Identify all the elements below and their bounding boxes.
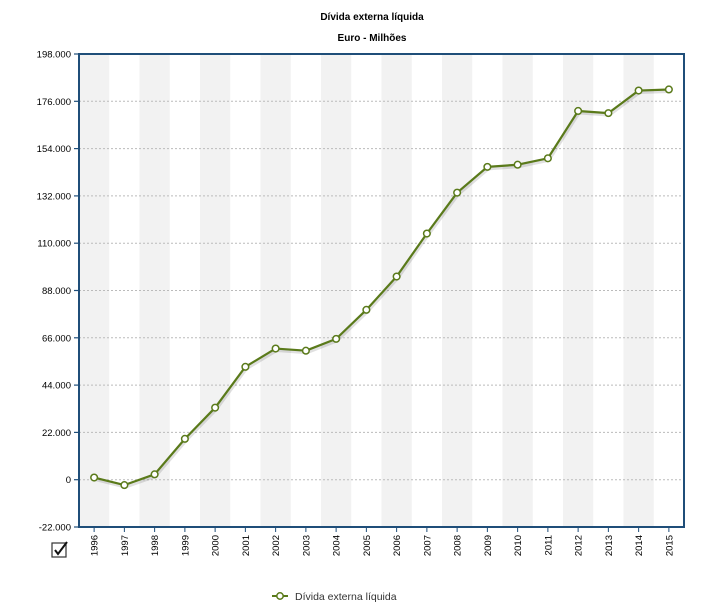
data-point <box>664 85 673 94</box>
y-tick-label: 132.000 <box>37 191 71 202</box>
plot-frame <box>78 53 685 528</box>
legend-label: Dívida externa líquida <box>295 591 397 603</box>
data-point <box>634 86 643 95</box>
legend[interactable]: Dívida externa líquida <box>272 591 397 603</box>
data-point <box>90 473 99 482</box>
data-point <box>271 344 280 353</box>
data-point <box>180 434 189 443</box>
x-tick-label: 2007 <box>422 535 433 556</box>
y-tick-label: 44.000 <box>42 381 71 392</box>
x-tick-label: 2000 <box>211 535 222 556</box>
series-line <box>93 88 669 487</box>
x-tick-label: 2009 <box>483 535 494 556</box>
data-point <box>150 470 159 479</box>
x-tick-label: 2003 <box>301 535 312 556</box>
data-point <box>120 481 129 490</box>
y-tick-label: 66.000 <box>42 333 71 344</box>
data-point <box>241 362 250 371</box>
y-tick-label: 22.000 <box>42 428 71 439</box>
y-tick-label: 0 <box>66 475 71 486</box>
series-line-group <box>93 88 669 487</box>
x-tick-label: 2014 <box>634 535 645 556</box>
data-point <box>211 403 220 412</box>
legend-marker-icon <box>276 592 284 600</box>
y-tick-label: 176.000 <box>37 97 71 108</box>
x-tick-label: 2010 <box>513 535 524 556</box>
data-point <box>604 109 613 118</box>
x-tick-label: 1996 <box>90 535 101 556</box>
data-point <box>422 229 431 238</box>
series-line-shadow <box>94 89 670 489</box>
x-axis: 1996 1997 1998 1999 2000 2001 2002 2003 2004 2005… <box>90 527 675 556</box>
series-shadow <box>94 89 670 489</box>
y-tick-label: 154.000 <box>37 144 71 155</box>
x-tick-label: 2015 <box>664 535 675 556</box>
data-point <box>453 188 462 197</box>
x-tick-label: 2012 <box>574 535 585 556</box>
x-tick-label: 2002 <box>271 535 282 556</box>
data-point <box>513 160 522 169</box>
chart-title: Dívida externa líquida <box>320 12 424 23</box>
x-tick-label: 2013 <box>604 535 615 556</box>
x-tick-label: 2006 <box>392 535 403 556</box>
y-tick-label: 198.000 <box>37 50 71 61</box>
checkbox-checked-icon[interactable] <box>51 541 68 558</box>
y-tick-label: -22.000 <box>39 523 71 534</box>
x-tick-label: 1999 <box>180 535 191 556</box>
data-point <box>362 305 371 314</box>
data-point <box>392 272 401 281</box>
x-tick-label: 2005 <box>362 535 373 556</box>
y-tick-label: 110.000 <box>37 239 71 250</box>
data-point <box>574 106 583 116</box>
x-tick-label: 1998 <box>150 535 161 556</box>
data-point <box>483 162 492 171</box>
y-axis: 198.000 176.000 154.000 132.000 110.000 88.00… <box>37 50 79 534</box>
x-tick-label: 2011 <box>543 535 554 555</box>
y-tick-label: 88.000 <box>42 286 71 297</box>
data-point <box>543 154 552 163</box>
x-tick-label: 2004 <box>332 535 343 556</box>
x-tick-label: 2001 <box>241 535 252 556</box>
series-markers <box>90 85 673 490</box>
data-point <box>301 346 310 355</box>
x-tick-label: 2008 <box>453 535 464 556</box>
chart-subtitle: Euro - Milhões <box>338 33 407 44</box>
x-tick-label: 1997 <box>120 535 131 556</box>
data-point <box>332 334 341 343</box>
